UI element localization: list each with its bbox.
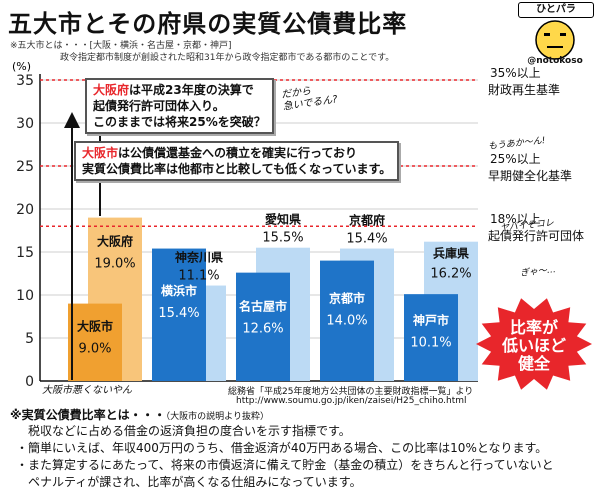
bar-category-label: 神戸市: [413, 313, 449, 328]
y-tick-label: 0: [25, 374, 34, 390]
y-tick-label: 20: [16, 202, 34, 218]
callout-osaka-pref-text2: 起債発行許可団体入り。: [93, 99, 225, 113]
note-line-2: 政令指定都市制度が創設された昭和31年から政令指定都市である都市のことです。: [60, 53, 395, 63]
bar-value-label: 19.0%: [94, 257, 135, 272]
bar-category-label: 京都市: [329, 291, 365, 306]
callout-osaka-city-text1: は公債償還基金への積立を確実に行っており: [118, 146, 358, 160]
grumpy-face-icon: [535, 20, 575, 60]
bar-value-label: 16.2%: [430, 267, 471, 282]
bar: [320, 260, 374, 381]
bar-value-label: 15.5%: [262, 231, 303, 246]
footer-line-3: ・また算定するにあたって、将来の市債返済に備えて貯金（基金の積立）をきちんと行っ…: [16, 458, 554, 472]
y-axis-unit: (%): [12, 60, 31, 73]
source-line-1: 総務省「平成25年度地方公共団体の主要財政指標一覧」より: [228, 387, 474, 397]
threshold-name: 早期健全化基準: [488, 168, 572, 183]
footer-heading: ※実質公債費比率とは・・・（大阪市の説明より抜粋）: [10, 406, 269, 423]
y-tick-label: 25: [16, 159, 34, 175]
bar-category-label: 京都府: [349, 213, 385, 228]
threshold-value: 35%以上: [490, 66, 541, 80]
bar-value-label: 15.4%: [158, 306, 199, 321]
bar-category-label: 神奈川県: [175, 250, 223, 265]
threshold-name: 財政再生基準: [488, 82, 560, 97]
threshold-name: 起債発行許可団体: [488, 228, 584, 243]
bar-category-label: 兵庫県: [433, 246, 469, 261]
bar-value-label: 11.1%: [178, 269, 219, 284]
bar-category-label: 大阪府: [97, 234, 133, 249]
footer-line-1: 税収などに占める借金の返済負担の度合いを示す指標です。: [28, 424, 351, 438]
callout-osaka-city-text2: 実質公債費比率は他都市と比較しても低くなっています。: [82, 162, 392, 176]
bar-value-label: 12.6%: [242, 322, 283, 337]
callout-osaka-pref-text1: は平成23年度の決算で: [129, 83, 254, 97]
bar: [236, 272, 290, 381]
callout-osaka-city: 大阪市は公債償還基金への積立を確実に行っており 実質公債費比率は他都市と比較して…: [74, 141, 400, 181]
annotation-osaka-ok: 大阪市悪くないやん: [42, 385, 132, 396]
bar-value-label: 15.4%: [346, 232, 387, 247]
logo: ひとパラ @notokoso: [514, 0, 596, 70]
y-tick-label: 10: [16, 288, 34, 304]
callout-osaka-pref-text3: このままでは将来25%を突破？: [93, 115, 266, 129]
source-link[interactable]: http://www.soumu.go.jp/iken/zaisei/H25_c…: [236, 396, 467, 406]
footer-line-2: ・簡単にいえば、年収400万円のうち、借金返済が40万円ある場合、この比率は10…: [16, 441, 548, 455]
note-line-1: ※五大市とは・・・[大阪・横浜・名古屋・京都・神戸]: [10, 41, 232, 51]
bar: [68, 303, 122, 381]
bar-category-label: 大阪市: [77, 319, 113, 334]
y-tick-label: 5: [25, 331, 34, 347]
logo-name: ひとパラ: [518, 2, 594, 18]
threshold-value: 25%以上: [490, 152, 541, 166]
footer-heading-text: ※実質公債費比率とは・・・: [10, 408, 166, 422]
threshold-value: 18%以上: [490, 212, 541, 226]
bar-category-label: 名古屋市: [239, 299, 287, 314]
callout-osaka-pref-red: 大阪府: [93, 83, 130, 97]
y-tick-label: 30: [16, 116, 34, 132]
bar-category-label: 愛知県: [265, 212, 301, 227]
y-tick-label: 35: [16, 73, 34, 89]
bar: [404, 294, 458, 381]
footer-line-4: ペナルティが課され、比率が高くなる仕組みになっています。: [28, 475, 362, 489]
bar-category-label: 横浜市: [161, 283, 197, 298]
bar-value-label: 14.0%: [326, 314, 367, 329]
y-tick-label: 15: [16, 245, 34, 261]
bar-value-label: 10.1%: [410, 336, 451, 351]
bar-value-label: 9.0%: [78, 342, 111, 357]
page-title: 五大市とその府県の実質公債費比率: [8, 10, 408, 38]
logo-handle: @notokoso: [527, 56, 583, 66]
callout-osaka-city-red: 大阪市: [82, 146, 119, 160]
callout-osaka-pref: 大阪府は平成23年度の決算で 起債発行許可団体入り。 このままでは将来25%を突…: [85, 78, 274, 134]
footer-heading-small: （大阪市の説明より抜粋）: [165, 412, 269, 422]
badge-text: 比率が 低いほど 健全: [501, 318, 566, 373]
bar: [152, 248, 206, 381]
badge-burst: [476, 298, 592, 390]
